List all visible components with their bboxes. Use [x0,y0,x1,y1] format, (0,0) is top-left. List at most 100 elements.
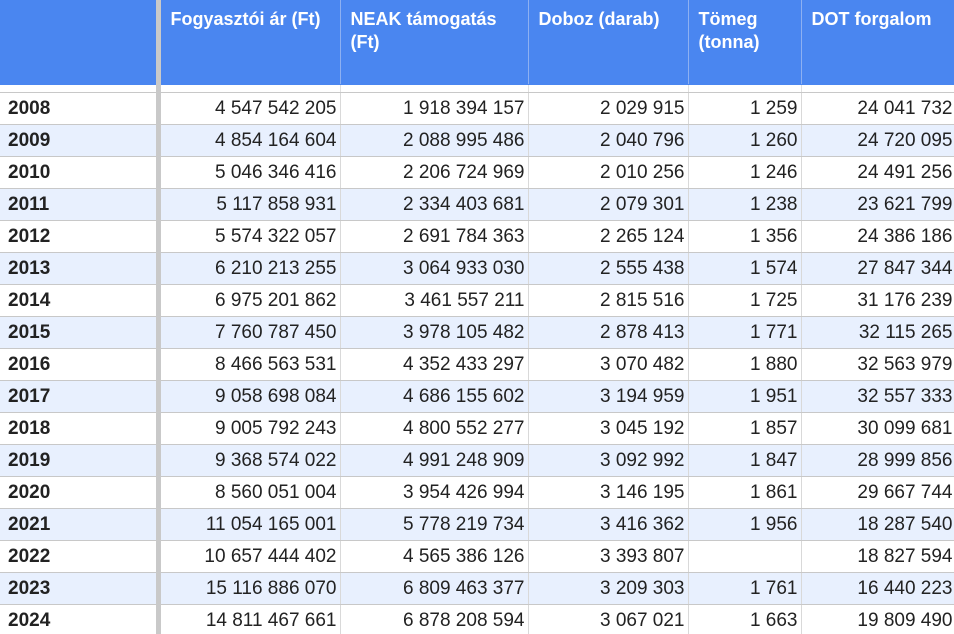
year-cell[interactable]: 2016 [0,348,161,381]
cell-neak-tamogatas[interactable]: 4 352 433 297 [340,348,529,381]
cell-neak-tamogatas[interactable]: 2 206 724 969 [340,156,529,189]
year-cell[interactable]: 2013 [0,252,161,285]
header-dot-forgalom[interactable]: DOT forgalom [801,0,954,85]
cell-doboz[interactable]: 3 045 192 [528,412,689,445]
cell-fogyasztoi-ar[interactable]: 5 574 322 057 [158,220,341,253]
cell-fogyasztoi-ar[interactable]: 7 760 787 450 [158,316,341,349]
year-cell[interactable]: 2015 [0,316,161,349]
header-tomeg[interactable]: Tömeg (tonna) [688,0,802,85]
cell-neak-tamogatas[interactable]: 1 918 394 157 [340,92,529,125]
cell-neak-tamogatas[interactable]: 3 461 557 211 [340,284,529,317]
cell-dot-forgalom[interactable]: 23 621 799 [801,188,954,221]
cell-fogyasztoi-ar[interactable]: 4 547 542 205 [158,92,341,125]
year-cell[interactable]: 2019 [0,444,161,477]
cell-tomeg[interactable]: 1 771 [688,316,802,349]
cell-neak-tamogatas[interactable]: 4 991 248 909 [340,444,529,477]
cell-doboz[interactable]: 2 010 256 [528,156,689,189]
cell-tomeg[interactable] [688,540,802,573]
cell-tomeg[interactable]: 1 246 [688,156,802,189]
cell-tomeg[interactable]: 1 861 [688,476,802,509]
cell-neak-tamogatas[interactable]: 6 809 463 377 [340,572,529,605]
cell-tomeg[interactable]: 1 260 [688,124,802,157]
cell-tomeg[interactable]: 1 356 [688,220,802,253]
cell-doboz[interactable]: 2 265 124 [528,220,689,253]
cell-dot-forgalom[interactable]: 16 440 223 [801,572,954,605]
cell-doboz[interactable]: 2 815 516 [528,284,689,317]
cell-fogyasztoi-ar[interactable]: 11 054 165 001 [158,508,341,541]
cell-dot-forgalom[interactable]: 32 557 333 [801,380,954,413]
cell-neak-tamogatas[interactable]: 5 778 219 734 [340,508,529,541]
cell-dot-forgalom[interactable]: 19 809 490 [801,604,954,634]
cell-tomeg[interactable]: 1 725 [688,284,802,317]
cell-dot-forgalom[interactable]: 27 847 344 [801,252,954,285]
cell-dot-forgalom[interactable]: 32 563 979 [801,348,954,381]
cell-fogyasztoi-ar[interactable]: 9 005 792 243 [158,412,341,445]
cell-doboz[interactable]: 2 040 796 [528,124,689,157]
cell-doboz[interactable]: 2 555 438 [528,252,689,285]
cell-dot-forgalom[interactable]: 30 099 681 [801,412,954,445]
year-cell[interactable]: 2023 [0,572,161,605]
header-fogyasztoi-ar[interactable]: Fogyasztói ár (Ft) [158,0,341,85]
cell-dot-forgalom[interactable]: 24 491 256 [801,156,954,189]
header-corner-cell[interactable] [0,0,161,85]
cell-neak-tamogatas[interactable]: 4 800 552 277 [340,412,529,445]
cell-tomeg[interactable]: 1 259 [688,92,802,125]
cell-neak-tamogatas[interactable]: 3 064 933 030 [340,252,529,285]
cell-fogyasztoi-ar[interactable]: 10 657 444 402 [158,540,341,573]
header-doboz[interactable]: Doboz (darab) [528,0,689,85]
cell-tomeg[interactable]: 1 951 [688,380,802,413]
cell-fogyasztoi-ar[interactable]: 9 058 698 084 [158,380,341,413]
cell-doboz[interactable]: 3 067 021 [528,604,689,634]
cell-fogyasztoi-ar[interactable]: 6 210 213 255 [158,252,341,285]
cell-tomeg[interactable]: 1 956 [688,508,802,541]
year-cell[interactable]: 2022 [0,540,161,573]
cell-doboz[interactable]: 3 393 807 [528,540,689,573]
cell-dot-forgalom[interactable]: 28 999 856 [801,444,954,477]
cell-doboz[interactable]: 3 194 959 [528,380,689,413]
year-cell[interactable]: 2020 [0,476,161,509]
year-cell[interactable]: 2021 [0,508,161,541]
cell-doboz[interactable]: 2 878 413 [528,316,689,349]
year-cell[interactable]: 2009 [0,124,161,157]
cell-fogyasztoi-ar[interactable]: 5 117 858 931 [158,188,341,221]
header-neak-tamogatas[interactable]: NEAK támogatás (Ft) [340,0,529,85]
cell-fogyasztoi-ar[interactable]: 8 466 563 531 [158,348,341,381]
year-cell[interactable]: 2024 [0,604,161,634]
cell-dot-forgalom[interactable]: 18 287 540 [801,508,954,541]
year-cell[interactable]: 2008 [0,92,161,125]
cell-doboz[interactable]: 3 092 992 [528,444,689,477]
cell-dot-forgalom[interactable]: 32 115 265 [801,316,954,349]
cell-tomeg[interactable]: 1 880 [688,348,802,381]
cell-dot-forgalom[interactable]: 18 827 594 [801,540,954,573]
cell-doboz[interactable]: 2 029 915 [528,92,689,125]
cell-neak-tamogatas[interactable]: 2 691 784 363 [340,220,529,253]
cell-doboz[interactable]: 3 209 303 [528,572,689,605]
cell-dot-forgalom[interactable]: 24 720 095 [801,124,954,157]
year-cell[interactable]: 2012 [0,220,161,253]
cell-doboz[interactable]: 3 146 195 [528,476,689,509]
cell-doboz[interactable]: 3 070 482 [528,348,689,381]
cell-neak-tamogatas[interactable]: 4 565 386 126 [340,540,529,573]
cell-neak-tamogatas[interactable]: 3 978 105 482 [340,316,529,349]
cell-fogyasztoi-ar[interactable]: 15 116 886 070 [158,572,341,605]
cell-dot-forgalom[interactable]: 31 176 239 [801,284,954,317]
cell-fogyasztoi-ar[interactable]: 6 975 201 862 [158,284,341,317]
cell-doboz[interactable]: 2 079 301 [528,188,689,221]
cell-fogyasztoi-ar[interactable]: 4 854 164 604 [158,124,341,157]
cell-neak-tamogatas[interactable]: 4 686 155 602 [340,380,529,413]
year-cell[interactable]: 2011 [0,188,161,221]
cell-fogyasztoi-ar[interactable]: 9 368 574 022 [158,444,341,477]
cell-tomeg[interactable]: 1 238 [688,188,802,221]
cell-tomeg[interactable]: 1 847 [688,444,802,477]
cell-fogyasztoi-ar[interactable]: 8 560 051 004 [158,476,341,509]
cell-neak-tamogatas[interactable]: 6 878 208 594 [340,604,529,634]
year-cell[interactable]: 2018 [0,412,161,445]
cell-tomeg[interactable]: 1 574 [688,252,802,285]
year-cell[interactable]: 2014 [0,284,161,317]
year-cell[interactable]: 2017 [0,380,161,413]
cell-tomeg[interactable]: 1 761 [688,572,802,605]
cell-dot-forgalom[interactable]: 29 667 744 [801,476,954,509]
cell-neak-tamogatas[interactable]: 3 954 426 994 [340,476,529,509]
cell-dot-forgalom[interactable]: 24 386 186 [801,220,954,253]
cell-fogyasztoi-ar[interactable]: 5 046 346 416 [158,156,341,189]
